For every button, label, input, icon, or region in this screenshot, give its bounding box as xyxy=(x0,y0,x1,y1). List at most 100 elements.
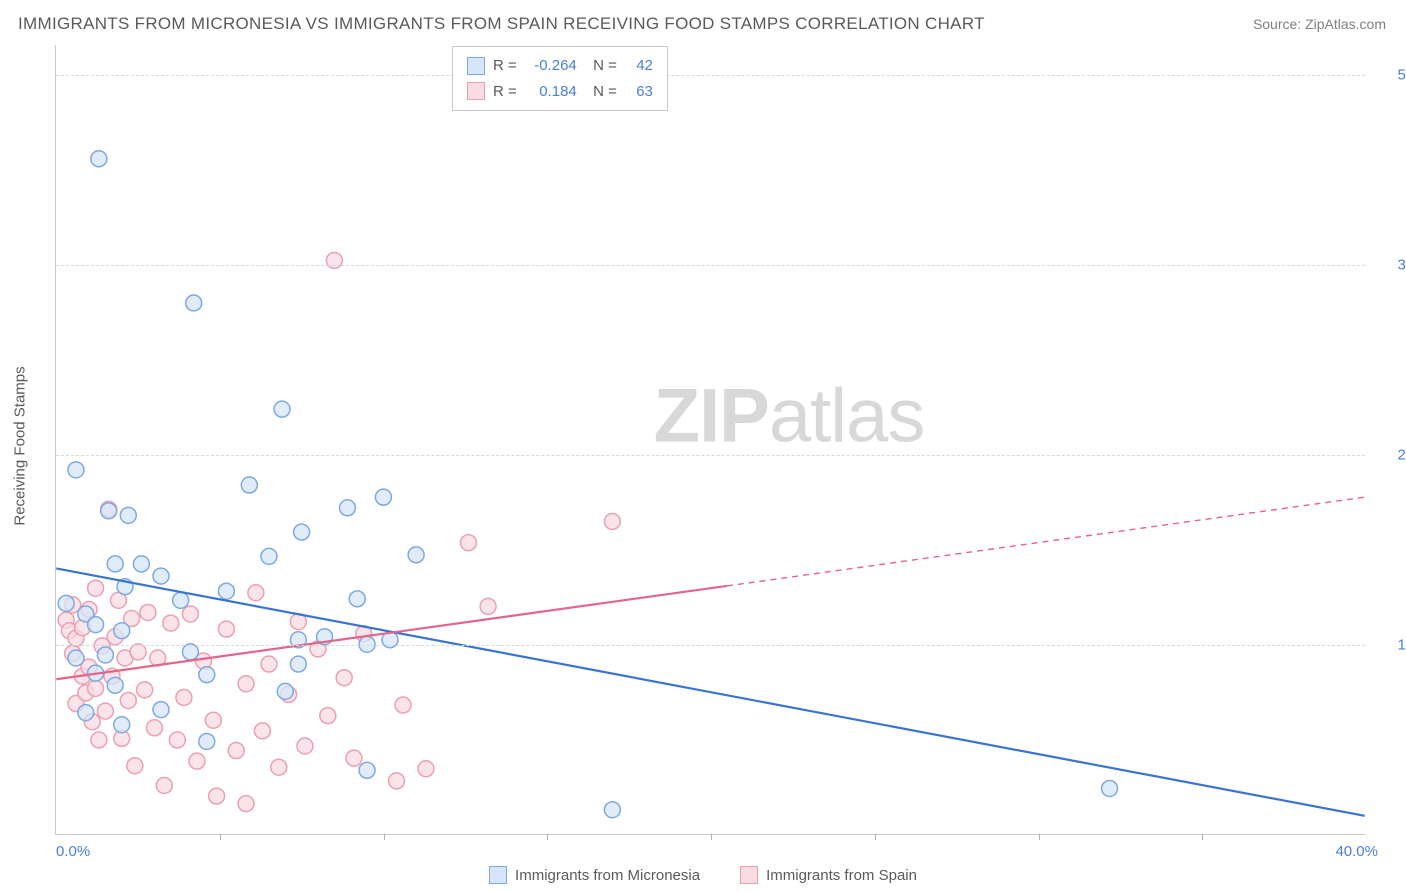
data-point xyxy=(205,712,221,728)
legend-swatch xyxy=(467,57,485,75)
data-point xyxy=(153,568,169,584)
data-point xyxy=(107,677,123,693)
gridline xyxy=(56,645,1365,646)
correlation-legend: R = -0.264 N = 42 R = 0.184 N = 63 xyxy=(452,46,668,111)
data-point xyxy=(189,753,205,769)
data-point xyxy=(349,591,365,607)
data-point xyxy=(604,513,620,529)
x-tick xyxy=(875,834,876,840)
data-point xyxy=(199,667,215,683)
y-tick-label: 25.0% xyxy=(1375,447,1406,464)
data-point xyxy=(336,670,352,686)
x-tick xyxy=(220,834,221,840)
data-point xyxy=(199,733,215,749)
regression-line xyxy=(56,586,727,679)
legend-r-value: -0.264 xyxy=(525,53,577,79)
data-point xyxy=(120,692,136,708)
data-point xyxy=(346,750,362,766)
data-point xyxy=(254,723,270,739)
data-point xyxy=(261,656,277,672)
data-point xyxy=(277,683,293,699)
y-tick-label: 12.5% xyxy=(1375,637,1406,654)
data-point xyxy=(238,796,254,812)
x-tick xyxy=(547,834,548,840)
data-point xyxy=(163,615,179,631)
data-point xyxy=(274,401,290,417)
data-point xyxy=(297,738,313,754)
chart-header: IMMIGRANTS FROM MICRONESIA VS IMMIGRANTS… xyxy=(0,0,1406,40)
x-tick xyxy=(384,834,385,840)
data-point xyxy=(359,762,375,778)
data-point xyxy=(68,650,84,666)
legend-row: R = 0.184 N = 63 xyxy=(467,79,653,105)
data-point xyxy=(101,503,117,519)
scatter-svg xyxy=(56,45,1365,834)
data-point xyxy=(114,717,130,733)
data-point xyxy=(97,647,113,663)
data-point xyxy=(176,689,192,705)
data-point xyxy=(375,489,391,505)
y-tick-label: 50.0% xyxy=(1375,67,1406,84)
x-axis-end-label: 40.0% xyxy=(1335,843,1378,860)
data-point xyxy=(68,462,84,478)
x-tick xyxy=(1202,834,1203,840)
data-point xyxy=(395,697,411,713)
data-point xyxy=(290,656,306,672)
data-point xyxy=(173,592,189,608)
data-point xyxy=(271,759,287,775)
source-prefix: Source: xyxy=(1253,16,1305,32)
legend-n-value: 63 xyxy=(625,79,653,105)
data-point xyxy=(137,682,153,698)
data-point xyxy=(604,802,620,818)
data-point xyxy=(140,604,156,620)
gridline xyxy=(56,75,1365,76)
data-point xyxy=(169,732,185,748)
data-point xyxy=(114,623,130,639)
data-point xyxy=(248,585,264,601)
legend-item: Immigrants from Micronesia xyxy=(489,866,700,884)
legend-swatch xyxy=(467,82,485,100)
regression-line-extrapolated xyxy=(727,497,1365,586)
data-point xyxy=(480,598,496,614)
chart-source: Source: ZipAtlas.com xyxy=(1253,16,1386,32)
data-point xyxy=(120,507,136,523)
y-axis-label: Receiving Food Stamps xyxy=(12,366,29,525)
data-point xyxy=(91,732,107,748)
gridline xyxy=(56,265,1365,266)
gridline xyxy=(56,455,1365,456)
data-point xyxy=(241,477,257,493)
legend-item-label: Immigrants from Spain xyxy=(766,867,917,884)
legend-swatch xyxy=(489,866,507,884)
data-point xyxy=(182,606,198,622)
legend-item-label: Immigrants from Micronesia xyxy=(515,867,700,884)
data-point xyxy=(153,702,169,718)
data-point xyxy=(294,524,310,540)
data-point xyxy=(91,151,107,167)
series-legend: Immigrants from Micronesia Immigrants fr… xyxy=(0,866,1406,884)
legend-r-label: R = xyxy=(493,79,517,105)
data-point xyxy=(146,720,162,736)
legend-n-label: N = xyxy=(585,53,617,79)
data-point xyxy=(218,583,234,599)
data-point xyxy=(209,788,225,804)
x-tick xyxy=(1039,834,1040,840)
legend-n-value: 42 xyxy=(625,53,653,79)
y-tick-label: 37.5% xyxy=(1375,257,1406,274)
data-point xyxy=(78,705,94,721)
data-point xyxy=(97,703,113,719)
data-point xyxy=(133,556,149,572)
legend-r-value: 0.184 xyxy=(525,79,577,105)
source-link[interactable]: ZipAtlas.com xyxy=(1305,16,1386,32)
data-point xyxy=(218,621,234,637)
chart-title: IMMIGRANTS FROM MICRONESIA VS IMMIGRANTS… xyxy=(18,14,985,34)
legend-row: R = -0.264 N = 42 xyxy=(467,53,653,79)
data-point xyxy=(88,580,104,596)
legend-swatch xyxy=(740,866,758,884)
data-point xyxy=(408,547,424,563)
data-point xyxy=(127,758,143,774)
data-point xyxy=(261,548,277,564)
data-point xyxy=(320,708,336,724)
data-point xyxy=(130,644,146,660)
chart-plot-area: ZIPatlas 12.5%25.0%37.5%50.0% xyxy=(55,45,1365,835)
legend-n-label: N = xyxy=(585,79,617,105)
